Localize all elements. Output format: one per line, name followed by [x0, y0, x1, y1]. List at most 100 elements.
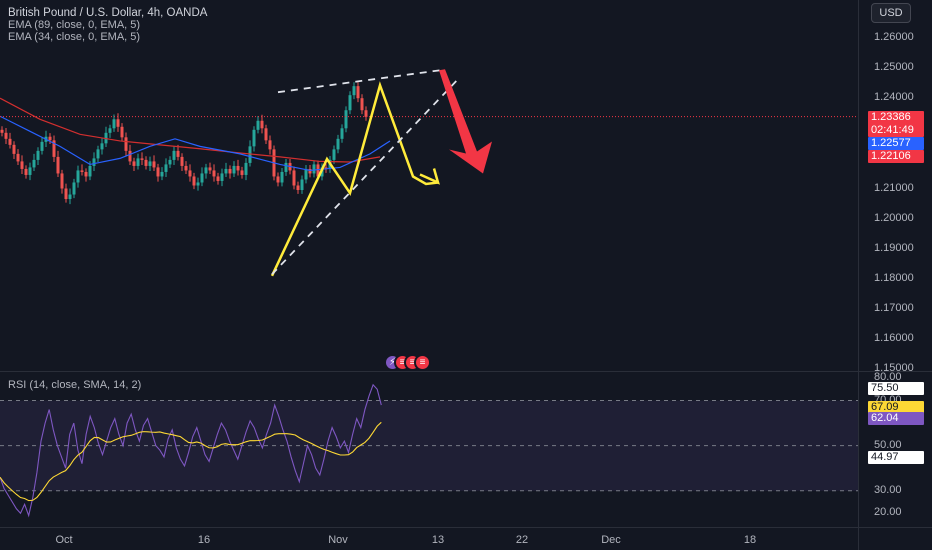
candle-body: [60, 173, 64, 189]
candle-body: [112, 119, 116, 129]
rsi-pane[interactable]: [0, 371, 932, 528]
candle-body: [256, 120, 260, 130]
candle-body: [268, 140, 272, 150]
price-tag: 1.23386 02:41:49: [868, 111, 924, 137]
candle-body: [124, 137, 128, 151]
ema34-line[interactable]: [0, 115, 391, 172]
candle-body: [284, 162, 288, 172]
candle-body: [332, 149, 336, 160]
candle-body: [56, 156, 60, 174]
rsi-value-tag: 62.04: [868, 412, 924, 426]
rsi-tick-label: 20.00: [874, 506, 902, 519]
candle-body: [100, 143, 104, 150]
price-tick-label: 1.19000: [874, 241, 914, 254]
candle-body: [264, 128, 268, 141]
candle-body: [108, 128, 112, 133]
down-arrow-drawing[interactable]: [439, 69, 492, 174]
rsi-line[interactable]: [0, 383, 382, 518]
time-tick-label: 13: [431, 534, 445, 546]
time-tick-label: Dec: [601, 534, 621, 546]
drawings-overlay[interactable]: [270, 68, 492, 277]
candle-body: [96, 149, 100, 159]
rsi-legend[interactable]: RSI (14, close, SMA, 14, 2): [8, 379, 142, 391]
ema34-legend[interactable]: EMA (34, close, 0, EMA, 5): [8, 31, 141, 43]
candle-body: [296, 185, 300, 191]
candle-body: [212, 170, 216, 177]
ema89-line[interactable]: [0, 97, 381, 163]
currency-button[interactable]: USD: [871, 3, 911, 23]
economic-events[interactable]: ⚡ ≡ ≡ ≡: [384, 354, 431, 372]
lower-trendline[interactable]: [271, 76, 461, 275]
upper-trendline[interactable]: [277, 68, 446, 94]
candle-body: [308, 168, 312, 174]
candle-body: [132, 161, 136, 166]
candle-body: [248, 146, 252, 163]
candle-body: [128, 150, 132, 162]
rsi-value-tag: 67.09: [868, 401, 924, 415]
candle-body: [260, 120, 264, 129]
candle-body: [172, 150, 176, 160]
candle-body: [136, 158, 140, 166]
candle-body: [152, 161, 156, 168]
candle-body: [88, 165, 92, 177]
time-tick-label: 22: [515, 534, 529, 546]
candle-body: [76, 170, 80, 183]
price-tick-label: 1.26000: [874, 31, 914, 43]
candle-body: [200, 173, 204, 183]
candle-body: [196, 182, 200, 186]
candle-body: [356, 86, 360, 99]
candle-body: [192, 176, 196, 186]
candle-body: [244, 162, 248, 175]
candle-body: [48, 136, 52, 141]
price-pane[interactable]: [0, 0, 859, 550]
candle-body: [220, 173, 224, 181]
candle-body: [20, 161, 24, 169]
candle-body: [176, 150, 180, 157]
candle-body: [360, 98, 364, 111]
price-tag: 1.22577: [868, 137, 924, 150]
candle-body: [240, 170, 244, 175]
candle-body: [204, 167, 208, 174]
candle-body: [348, 95, 352, 111]
candle-body: [156, 167, 160, 177]
candle-body: [36, 150, 40, 160]
candle-body: [232, 165, 236, 174]
candle-body: [316, 164, 320, 177]
price-tick-label: 1.16000: [874, 332, 914, 344]
candle-body: [228, 168, 232, 174]
candle-body: [120, 126, 124, 138]
candle-body: [116, 119, 120, 127]
candle-body: [236, 165, 240, 171]
candle-body: [224, 168, 228, 174]
candle-body: [364, 110, 368, 117]
candle-body: [80, 170, 84, 172]
rsi-tick-label: 30.00: [874, 483, 902, 496]
candle-body: [184, 165, 188, 171]
candle-body: [344, 110, 348, 129]
rsi-ma-line[interactable]: [0, 421, 382, 502]
rsi-value-tag: 75.50: [868, 382, 924, 396]
candle-body: [164, 164, 168, 172]
candle-body: [24, 168, 28, 175]
candle-body: [160, 171, 164, 177]
candle-body: [292, 170, 296, 186]
candle-body: [336, 138, 340, 150]
ema89-legend[interactable]: EMA (89, close, 0, EMA, 5): [8, 19, 141, 31]
candle-body: [32, 159, 36, 168]
candle-body: [68, 194, 72, 200]
candle-body: [300, 179, 304, 191]
price-tick-label: 1.18000: [874, 271, 914, 284]
candle-body: [4, 132, 8, 139]
symbol-title[interactable]: British Pound / U.S. Dollar, 4h, OANDA: [8, 7, 208, 19]
zigzag-drawing[interactable]: [270, 81, 439, 277]
candle-body: [208, 167, 212, 171]
candle-body: [28, 167, 32, 175]
candle-body: [0, 129, 4, 133]
time-tick-label: 18: [743, 534, 757, 546]
us-flag-icon[interactable]: ≡: [414, 354, 431, 371]
candle-body: [188, 170, 192, 177]
candle-body: [84, 171, 88, 177]
candle-body: [340, 128, 344, 139]
candle-body: [72, 182, 76, 195]
